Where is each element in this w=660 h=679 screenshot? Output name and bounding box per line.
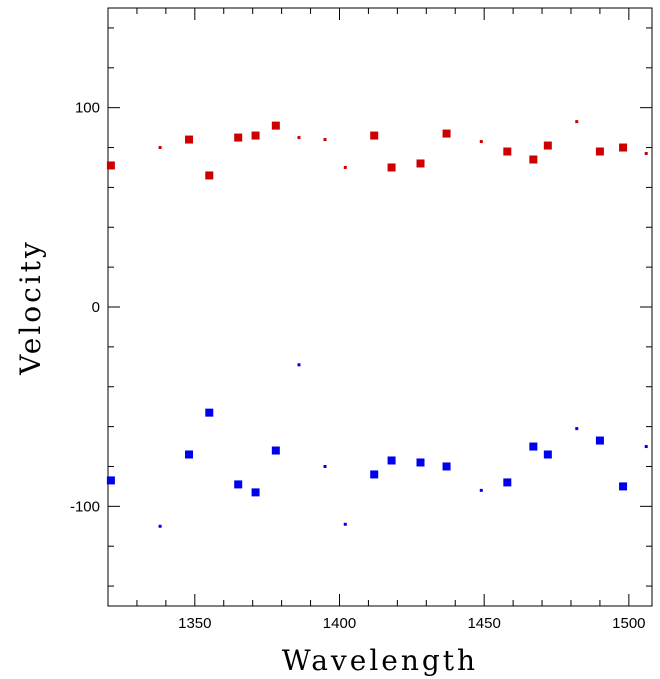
blue-data-point xyxy=(387,456,396,465)
red-data-point xyxy=(416,159,425,168)
axis-ticks xyxy=(107,8,652,606)
red-data-point xyxy=(387,163,396,172)
blue-data-point xyxy=(619,482,628,491)
blue-data-point xyxy=(106,476,115,485)
y-axis-title: Velocity xyxy=(14,239,47,376)
blue-data-point xyxy=(297,363,301,367)
red-data-point xyxy=(323,138,327,142)
red-data-point xyxy=(370,131,379,140)
blue-data-point xyxy=(370,470,379,479)
red-data-point xyxy=(503,147,512,156)
tick-labels: 1350 1400 1450 1500 -100 0 100 xyxy=(70,100,646,632)
red-data-point xyxy=(185,135,194,144)
y-tick-label: -100 xyxy=(70,498,100,515)
x-tick-label: 1500 xyxy=(612,615,645,632)
x-tick-label: 1400 xyxy=(323,615,356,632)
x-tick-label: 1450 xyxy=(467,615,500,632)
red-data-point xyxy=(271,121,280,130)
red-data-point xyxy=(234,133,243,142)
red-data-point xyxy=(158,146,162,150)
blue-data-point xyxy=(442,462,451,471)
blue-data-point xyxy=(503,478,512,487)
red-data-point xyxy=(644,152,648,156)
blue-data-point xyxy=(343,522,347,526)
blue-data-point xyxy=(595,436,604,445)
blue-data-point xyxy=(234,480,243,489)
blue-data-point xyxy=(251,488,260,497)
blue-data-point xyxy=(271,446,280,455)
red-data-point xyxy=(251,131,260,140)
red-data-point xyxy=(529,155,538,164)
blue-data-point xyxy=(529,442,538,451)
blue-data-point xyxy=(575,427,579,431)
plot-frame xyxy=(107,7,653,607)
blue-data-point xyxy=(323,464,327,468)
red-data-point xyxy=(543,141,552,150)
blue-data-point xyxy=(543,450,552,459)
blue-data-point xyxy=(205,408,214,417)
red-data-point xyxy=(442,129,451,138)
x-axis-title: Wavelength xyxy=(282,644,478,677)
red-data-point xyxy=(205,171,214,180)
red-data-point xyxy=(619,143,628,152)
red-data-point xyxy=(297,136,301,140)
red-data-point xyxy=(595,147,604,156)
red-data-point xyxy=(106,161,115,170)
blue-data-point xyxy=(185,450,194,459)
blue-data-point xyxy=(158,524,162,528)
blue-data-point xyxy=(479,488,483,492)
x-tick-label: 1350 xyxy=(178,615,211,632)
y-tick-label: 100 xyxy=(75,100,100,117)
red-data-point xyxy=(479,140,483,144)
red-data-point xyxy=(575,120,579,124)
y-tick-label: 0 xyxy=(92,299,100,316)
blue-data-point xyxy=(416,458,425,467)
red-data-point xyxy=(343,165,347,169)
data-points xyxy=(106,120,648,528)
blue-data-point xyxy=(644,445,648,449)
